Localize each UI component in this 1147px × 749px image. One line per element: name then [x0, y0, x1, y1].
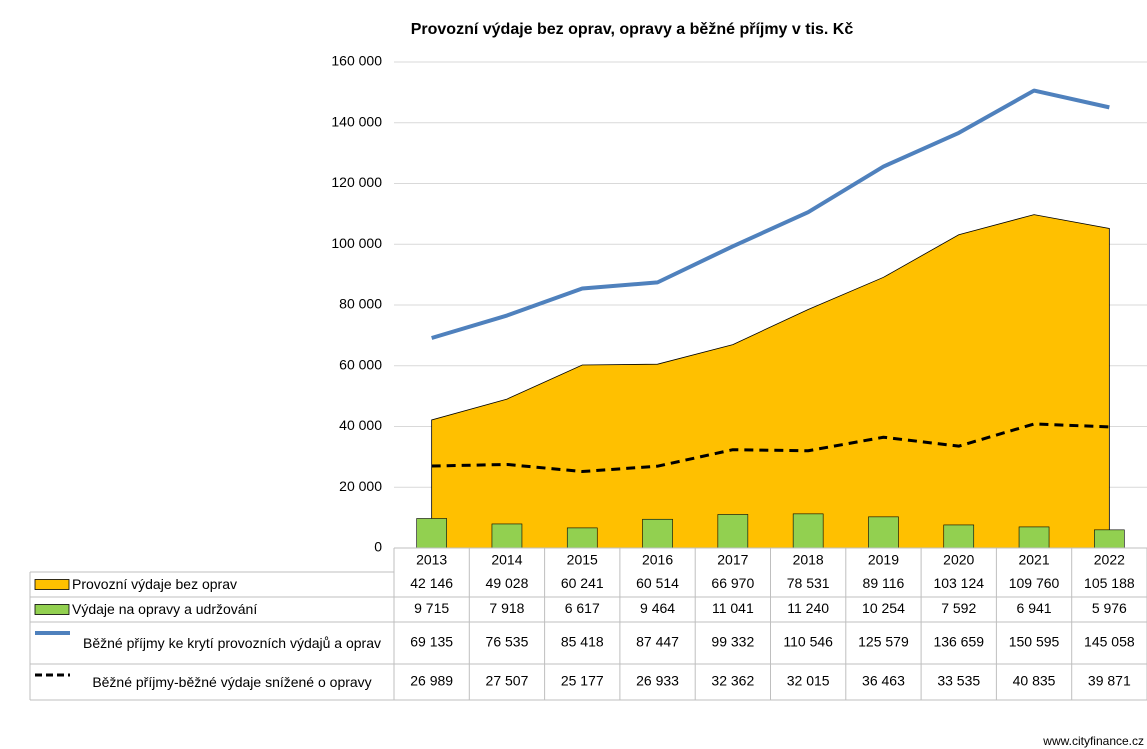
bar [868, 516, 899, 549]
bar [943, 524, 975, 549]
table-value: 109 760 [1009, 575, 1060, 591]
legend-label: Běžné příjmy ke krytí provozních výdajů … [82, 634, 382, 651]
y-tick-label: 80 000 [339, 296, 382, 312]
table-value: 9 715 [414, 600, 449, 616]
table-value: 32 362 [711, 673, 754, 689]
bar [792, 513, 824, 549]
table-value: 103 124 [933, 575, 984, 591]
bar [566, 527, 598, 549]
table-value: 78 531 [787, 575, 830, 591]
y-tick-label: 20 000 [339, 478, 382, 494]
table-value: 33 535 [937, 673, 980, 689]
y-tick-label: 0 [374, 539, 382, 555]
area [431, 214, 1110, 549]
x-tick-label: 2016 [642, 552, 673, 568]
x-tick-label: 2021 [1018, 552, 1049, 568]
table-value: 69 135 [410, 634, 453, 650]
bar [1018, 526, 1050, 549]
legend-label: Výdaje na opravy a udržování [72, 601, 258, 617]
table-value: 49 028 [486, 575, 529, 591]
table-value: 26 989 [410, 673, 453, 689]
x-tick-label: 2022 [1094, 552, 1125, 568]
table-value: 27 507 [486, 673, 529, 689]
table-value: 110 546 [783, 634, 833, 650]
table-value: 39 871 [1088, 673, 1131, 689]
table-value: 89 116 [863, 575, 905, 591]
x-tick-label: 2019 [868, 552, 899, 568]
bar [717, 514, 749, 549]
table-value: 125 579 [858, 634, 909, 650]
table-value: 7 918 [489, 600, 524, 616]
bar [416, 518, 447, 549]
table-value: 99 332 [711, 634, 754, 650]
table-value: 36 463 [862, 673, 905, 689]
table-value: 7 592 [941, 600, 976, 616]
y-tick-label: 60 000 [339, 356, 382, 372]
legend-label: Běžné příjmy-běžné výdaje snížené o opra… [92, 673, 372, 690]
table-value: 66 970 [711, 575, 754, 591]
table-value: 60 514 [636, 575, 679, 591]
y-tick-label: 100 000 [331, 235, 382, 251]
y-tick-label: 40 000 [339, 417, 382, 433]
table-value: 145 058 [1084, 634, 1135, 650]
x-tick-label: 2015 [567, 552, 598, 568]
table-value: 11 240 [787, 600, 829, 616]
table-value: 150 595 [1009, 634, 1060, 650]
line [431, 88, 1110, 340]
x-tick-label: 2018 [793, 552, 824, 568]
legend-label: Provozní výdaje bez oprav [72, 576, 237, 592]
table-value: 9 464 [640, 600, 675, 616]
chart-title: Provozní výdaje bez oprav, opravy a běžn… [411, 21, 854, 38]
y-tick-label: 160 000 [331, 53, 382, 69]
table-value: 40 835 [1013, 673, 1056, 689]
table-value: 10 254 [862, 600, 905, 616]
source: www.cityfinance.cz [1042, 734, 1144, 748]
table-value: 6 941 [1017, 600, 1052, 616]
bar [491, 523, 523, 549]
table-value: 85 418 [561, 634, 604, 650]
x-tick-label: 2013 [416, 552, 447, 568]
table-value: 87 447 [636, 634, 679, 650]
table-value: 76 535 [486, 634, 529, 650]
legend-swatch [34, 579, 70, 590]
table-value: 42 146 [410, 575, 453, 591]
x-tick-label: 2020 [943, 552, 974, 568]
y-tick-label: 120 000 [331, 174, 382, 190]
bar [1094, 529, 1125, 549]
x-tick-label: 2017 [717, 552, 748, 568]
table-value: 25 177 [561, 673, 604, 689]
table-value: 105 188 [1084, 575, 1135, 591]
y-tick-label: 140 000 [331, 113, 382, 129]
legend-swatch [34, 604, 70, 615]
table-value: 32 015 [787, 673, 830, 689]
bar [642, 518, 673, 549]
line [431, 422, 1110, 474]
table-value: 6 617 [565, 600, 600, 616]
table-value: 11 041 [712, 600, 754, 616]
table-value: 5 976 [1092, 600, 1127, 616]
table-value: 60 241 [561, 575, 604, 591]
table-value: 26 933 [636, 673, 679, 689]
x-tick-label: 2014 [491, 552, 522, 568]
table-value: 136 659 [933, 634, 984, 650]
